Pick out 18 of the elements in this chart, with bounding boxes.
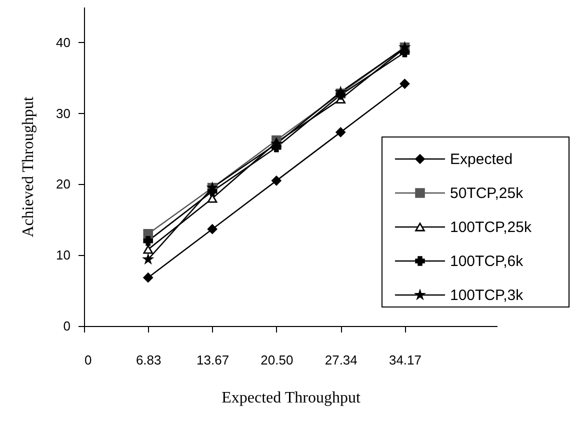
y-axis-title: Achieved Throughput xyxy=(20,96,38,238)
legend-label: 100TCP,6k xyxy=(450,253,524,270)
x-tick-label: 27.34 xyxy=(324,352,358,368)
y-tick-label: 40 xyxy=(56,34,70,50)
legend-label: 100TCP,3k xyxy=(450,287,524,304)
y-tick-label: 30 xyxy=(56,106,70,121)
legend-label: 50TCP,25k xyxy=(450,185,524,202)
x-tick-label: 13.67 xyxy=(196,352,230,368)
legend-label: Expected xyxy=(450,151,513,168)
x-tick-label: 20.50 xyxy=(260,352,294,368)
x-tick-label: 34.17 xyxy=(388,352,422,368)
x-tick-label: 6.83 xyxy=(136,352,162,368)
y-tick-label: 20 xyxy=(56,176,70,192)
x-axis-title: Expected Throughput xyxy=(222,390,361,406)
y-tick-label: 0 xyxy=(63,318,70,334)
legend-label: 100TCP,25k xyxy=(450,219,532,236)
y-tick-label: 10 xyxy=(56,248,70,263)
x-tick-label: 0 xyxy=(84,352,92,368)
